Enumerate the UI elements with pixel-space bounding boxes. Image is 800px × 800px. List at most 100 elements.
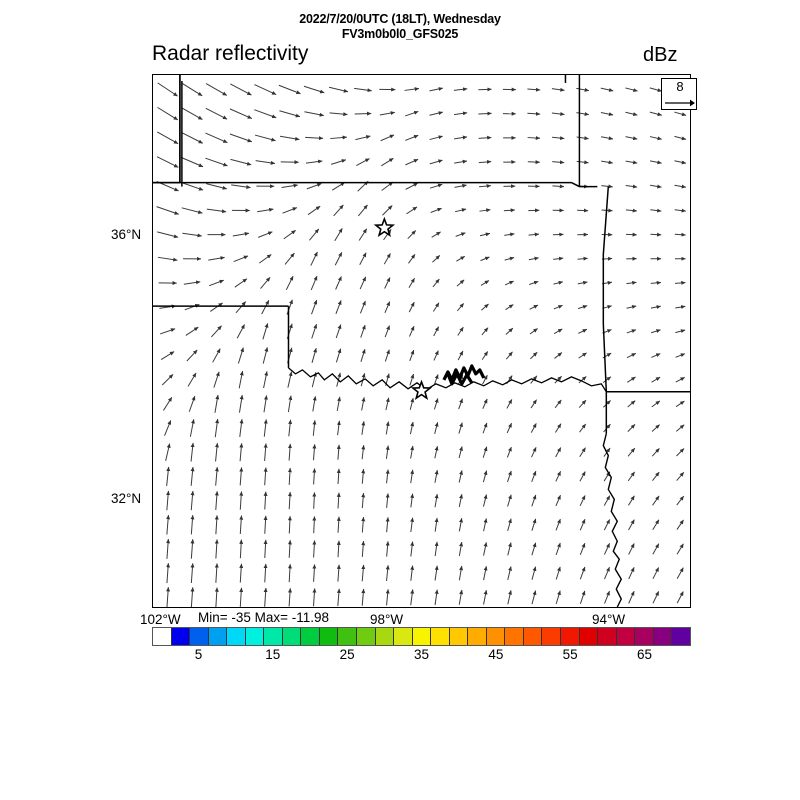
wind-vector xyxy=(304,111,324,117)
colorbar-cell xyxy=(208,628,228,645)
wind-vector xyxy=(384,325,390,338)
wind-vector xyxy=(287,539,292,558)
colorbar-cell xyxy=(449,628,469,645)
wind-vector xyxy=(675,400,685,408)
wind-vector xyxy=(576,136,589,141)
wind-vector xyxy=(675,329,686,334)
wind-vector xyxy=(214,466,219,486)
wind-vector xyxy=(239,563,244,583)
wind-vector xyxy=(531,518,537,531)
wind-vector xyxy=(410,565,415,581)
wind-vector xyxy=(652,471,660,481)
colorbar-cell xyxy=(171,628,191,645)
wind-vector xyxy=(334,252,343,266)
star-marker-icon xyxy=(410,379,433,400)
wind-vector xyxy=(555,590,561,605)
wind-vector xyxy=(551,111,565,116)
wind-vector xyxy=(408,277,415,288)
wind-vector xyxy=(329,112,348,117)
wind-vector xyxy=(675,376,685,383)
wind-vector xyxy=(409,373,415,386)
wind-vector xyxy=(458,446,463,459)
wind-vector xyxy=(258,231,273,238)
wind-vector xyxy=(287,395,293,413)
wind-vector xyxy=(649,111,662,117)
colorbar-cell xyxy=(431,628,450,645)
wind-vector xyxy=(555,542,561,556)
wind-vector xyxy=(406,206,418,215)
wind-vector xyxy=(336,540,341,558)
wind-vector xyxy=(263,563,268,583)
wind-vector xyxy=(674,111,687,117)
wind-vector xyxy=(552,136,565,141)
wind-vector xyxy=(625,184,638,189)
wind-vector xyxy=(209,279,224,287)
wind-vector xyxy=(212,348,221,363)
reference-vector-value: 8 xyxy=(676,79,684,94)
wind-vector xyxy=(555,447,562,458)
wind-vector xyxy=(190,539,195,559)
wind-vector xyxy=(306,183,322,190)
colorbar-cell xyxy=(505,628,524,645)
colorbar-tick-labels: 5 15 25 35 45 55 65 xyxy=(152,647,691,665)
wind-vector xyxy=(554,423,562,433)
wind-vector xyxy=(482,422,488,434)
wind-vector xyxy=(650,280,662,285)
wind-vector xyxy=(507,542,512,556)
wind-vector xyxy=(456,255,465,262)
title-datetime: 2022/7/20/0UTC (18LT), Wednesday xyxy=(299,12,501,26)
wind-vector xyxy=(235,301,247,314)
wind-vector xyxy=(361,445,366,460)
wind-vector xyxy=(260,277,271,289)
wind-vector xyxy=(236,324,245,339)
wind-vector xyxy=(190,587,195,607)
wind-vector xyxy=(305,159,323,164)
wind-vector xyxy=(180,156,204,168)
wind-vector xyxy=(229,133,253,143)
wind-vector xyxy=(483,566,488,581)
wind-vector xyxy=(330,135,347,140)
wind-vector xyxy=(579,542,586,555)
wind-vector xyxy=(454,159,468,164)
wind-vector xyxy=(214,491,219,511)
map-svg xyxy=(153,75,690,607)
wind-vector xyxy=(600,136,614,141)
wind-vector xyxy=(238,394,244,413)
wind-vector xyxy=(531,566,537,580)
axis-label-lat-32: 32°N xyxy=(111,491,142,506)
wind-vector xyxy=(429,111,444,116)
colorbar-cell xyxy=(561,628,580,645)
wind-vector xyxy=(239,467,244,486)
wind-vector xyxy=(405,134,419,141)
wind-vector xyxy=(160,351,175,360)
wind-vector xyxy=(239,587,244,607)
wind-vector xyxy=(555,495,561,507)
axis-label-lon-98: 98°W xyxy=(370,612,404,627)
wind-vector xyxy=(554,375,562,384)
wind-vector xyxy=(232,231,250,237)
wind-vector xyxy=(409,349,415,362)
wind-vector xyxy=(214,515,219,535)
wind-vector xyxy=(410,517,415,532)
wind-vector xyxy=(336,516,341,533)
wind-vector xyxy=(181,207,203,214)
wind-vector xyxy=(381,181,394,191)
wind-vector xyxy=(230,83,252,96)
wind-vector xyxy=(285,275,294,291)
wind-vector xyxy=(458,589,464,605)
colorbar-cell xyxy=(672,628,690,645)
colorbar-cell xyxy=(301,628,320,645)
wind-vector xyxy=(482,446,488,458)
wind-vector xyxy=(254,84,277,95)
wind-vector xyxy=(434,446,439,459)
wind-vector xyxy=(385,469,390,484)
wind-vector xyxy=(483,518,488,532)
wind-vector xyxy=(456,279,465,287)
colorbar-cell xyxy=(542,628,562,645)
wind-vector xyxy=(262,323,269,340)
wind-vector xyxy=(579,590,586,604)
wind-vector xyxy=(434,589,439,606)
wind-vector xyxy=(433,350,439,361)
wind-vector xyxy=(405,158,419,166)
wind-vector xyxy=(555,471,562,482)
